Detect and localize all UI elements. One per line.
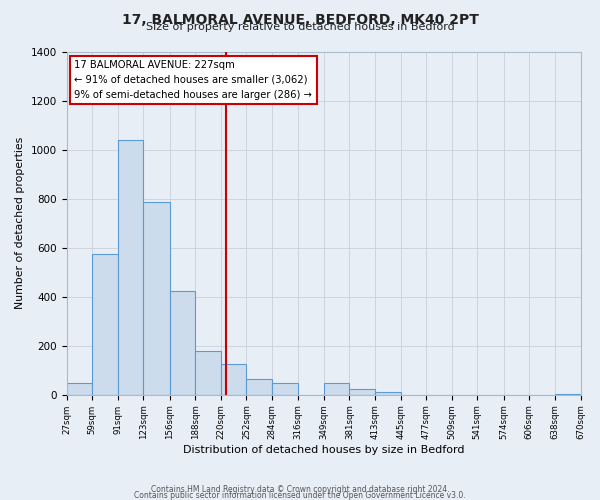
Text: Size of property relative to detached houses in Bedford: Size of property relative to detached ho… xyxy=(146,22,454,32)
Bar xyxy=(247,379,272,395)
Bar xyxy=(272,382,298,395)
Y-axis label: Number of detached properties: Number of detached properties xyxy=(15,137,25,310)
Bar xyxy=(67,382,92,395)
Bar xyxy=(170,290,195,395)
Bar xyxy=(375,392,401,395)
Text: Contains HM Land Registry data © Crown copyright and database right 2024.: Contains HM Land Registry data © Crown c… xyxy=(151,485,449,494)
Bar xyxy=(92,254,118,395)
Text: Contains public sector information licensed under the Open Government Licence v3: Contains public sector information licen… xyxy=(134,490,466,500)
X-axis label: Distribution of detached houses by size in Bedford: Distribution of detached houses by size … xyxy=(183,445,464,455)
Text: 17, BALMORAL AVENUE, BEDFORD, MK40 2PT: 17, BALMORAL AVENUE, BEDFORD, MK40 2PT xyxy=(122,12,478,26)
Bar xyxy=(324,382,349,395)
Bar xyxy=(195,350,221,395)
Bar xyxy=(555,394,580,395)
Bar xyxy=(118,140,143,395)
Bar xyxy=(349,388,375,395)
Bar xyxy=(143,202,170,395)
Text: 17 BALMORAL AVENUE: 227sqm
← 91% of detached houses are smaller (3,062)
9% of se: 17 BALMORAL AVENUE: 227sqm ← 91% of deta… xyxy=(74,60,312,100)
Bar xyxy=(221,364,247,395)
